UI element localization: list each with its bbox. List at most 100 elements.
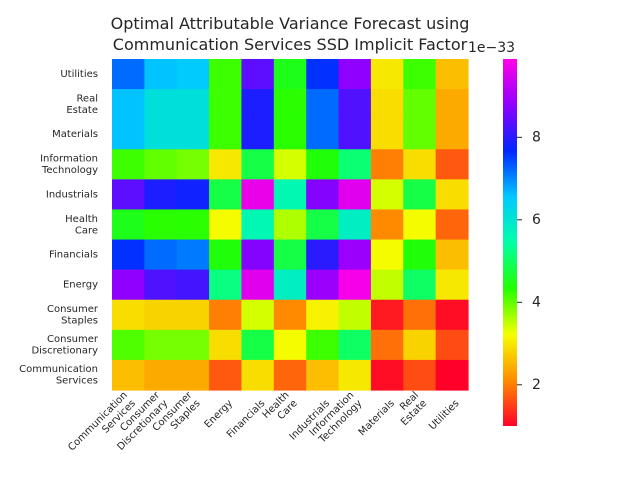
heatmap-cell — [435, 209, 469, 241]
heatmap-cell — [144, 179, 178, 211]
y-tick-label: Health — [65, 214, 98, 225]
colorbar-tick-label: 2 — [532, 377, 541, 393]
heatmap-cell — [403, 239, 437, 271]
heatmap-cell — [209, 209, 243, 241]
heatmap-cell — [209, 239, 243, 271]
heatmap-cell — [209, 119, 243, 150]
heatmap-cell — [241, 149, 275, 180]
heatmap-cell — [144, 329, 178, 361]
y-tick-label: Financials — [49, 250, 98, 261]
heatmap-cell — [273, 59, 307, 90]
heatmap-cell — [403, 149, 437, 180]
heatmap-cell — [370, 209, 404, 241]
x-tick-label: Energy — [203, 398, 236, 431]
heatmap-cell — [176, 59, 210, 90]
y-tick-label: Industrials — [46, 189, 98, 200]
heatmap-cell — [338, 149, 372, 180]
heatmap-cell — [241, 239, 275, 271]
heatmap-cell — [435, 299, 469, 331]
chart-title-line-1: Optimal Attributable Variance Forecast u… — [111, 14, 470, 33]
x-tick-label-line: Energy — [203, 398, 236, 431]
heatmap-cell — [306, 239, 340, 271]
heatmap-cell — [306, 209, 340, 241]
heatmap-cell — [370, 89, 404, 120]
heatmap-cell — [273, 239, 307, 271]
heatmap-cell — [370, 329, 404, 361]
heatmap-cell — [273, 359, 307, 391]
y-tick-label: Utilities — [60, 69, 98, 80]
y-tick-label: Communication — [19, 364, 98, 375]
heatmap-cell — [112, 239, 145, 271]
heatmap-cell — [435, 359, 469, 391]
heatmap-cell — [273, 149, 307, 180]
heatmap-cell — [241, 119, 275, 150]
x-tick-label-line: Utilities — [427, 398, 461, 432]
heatmap-cell — [273, 89, 307, 120]
heatmap-cell — [370, 269, 404, 301]
heatmap-cell — [403, 89, 437, 120]
heatmap-cell — [403, 359, 437, 391]
heatmap-cell — [144, 119, 178, 150]
heatmap-cell — [176, 239, 210, 271]
chart-title-line-2: Communication Services SSD Implicit Fact… — [113, 35, 468, 54]
heatmap-cell — [435, 149, 469, 180]
colorbar-tick-label: 6 — [532, 212, 541, 228]
heatmap-cell — [435, 329, 469, 361]
heatmap-cell — [435, 59, 469, 90]
colorbar-ticks: 2 4 6 8 — [517, 129, 541, 393]
heatmap-cell — [209, 359, 243, 391]
heatmap-cell — [306, 299, 340, 331]
heatmap-cell — [209, 329, 243, 361]
heatmap-cell — [176, 179, 210, 211]
colorbar-tick-label: 8 — [532, 129, 541, 145]
heatmap-cell — [144, 149, 178, 180]
y-tick-label: Energy — [63, 280, 98, 291]
y-tick-label: Estate — [66, 105, 98, 116]
heatmap-cell — [273, 299, 307, 331]
colorbar-exponent: 1e−33 — [468, 40, 515, 56]
heatmap-cell — [209, 59, 243, 90]
heatmap-cell — [209, 89, 243, 120]
heatmap-cell — [112, 359, 145, 391]
heatmap-cell — [241, 179, 275, 211]
heatmap-cell — [338, 299, 372, 331]
y-tick-label: Consumer — [47, 334, 99, 345]
heatmap-cell — [273, 269, 307, 301]
colorbar — [503, 59, 517, 426]
heatmap-cell — [338, 359, 372, 391]
heatmap-cell — [370, 179, 404, 211]
heatmap-cell — [176, 119, 210, 150]
heatmap-cell — [112, 329, 145, 361]
y-tick-label: Materials — [52, 129, 98, 140]
heatmap-cell — [112, 299, 145, 331]
heatmap-cell — [209, 149, 243, 180]
heatmap-cell — [338, 89, 372, 120]
heatmap-cell — [338, 119, 372, 150]
heatmap-cell — [241, 89, 275, 120]
heatmap-cell — [112, 149, 145, 180]
y-tick-label: Information — [40, 154, 98, 165]
heatmap-cell — [144, 89, 178, 120]
heatmap-cell — [176, 149, 210, 180]
heatmap-cell — [144, 299, 178, 331]
heatmap-cell — [241, 269, 275, 301]
heatmap-cell — [209, 299, 243, 331]
y-tick-label: Services — [56, 376, 98, 387]
heatmap-cell — [306, 59, 340, 90]
heatmap-cell — [112, 59, 145, 90]
heatmap-cell — [370, 149, 404, 180]
y-tick-label: Real — [76, 93, 98, 104]
heatmap-cell — [435, 179, 469, 211]
x-tick-label: Utilities — [427, 398, 461, 432]
heatmap-cell — [273, 329, 307, 361]
heatmap-cell — [370, 59, 404, 90]
heatmap-cell — [306, 179, 340, 211]
heatmap-cell — [241, 209, 275, 241]
heatmap-cell — [112, 269, 145, 301]
heatmap-cell — [338, 179, 372, 211]
heatmap-cell — [403, 119, 437, 150]
heatmap-cell — [306, 269, 340, 301]
heatmap-cell — [403, 179, 437, 211]
